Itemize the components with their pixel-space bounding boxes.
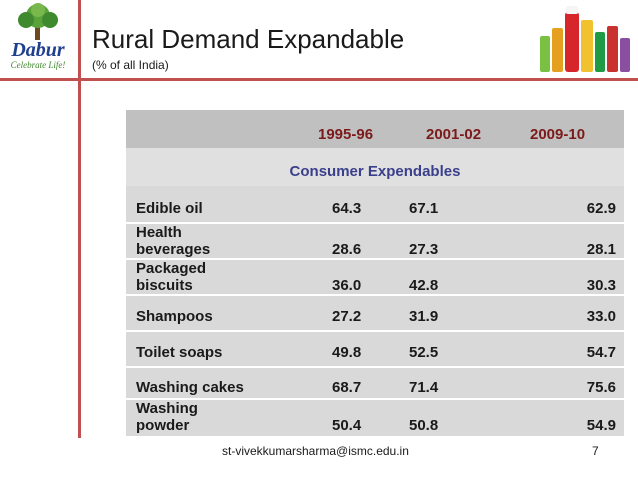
value-cell: 54.9: [586, 417, 616, 434]
value-cell: 31.9: [409, 308, 439, 325]
value-cell: 62.9: [586, 200, 616, 217]
row-label: Health: [136, 224, 182, 241]
row-separator: [126, 258, 624, 260]
value-cell: 71.4: [409, 379, 439, 396]
row-label-continued: powder: [136, 417, 190, 434]
row-separator: [126, 294, 624, 296]
row-separator: [126, 330, 624, 332]
row-label: Shampoos: [136, 308, 213, 325]
value-cell: 75.6: [586, 379, 616, 396]
value-cell: 36.0: [332, 277, 362, 294]
table-category-row: Consumer Expendables: [126, 148, 624, 186]
page-number: 7: [592, 444, 599, 458]
table-header-row: 1995-96 2001-02 2009-10: [126, 110, 624, 148]
row-label: Toilet soaps: [136, 344, 223, 361]
slide-subtitle: (% of all India): [92, 58, 169, 72]
value-cell: 50.8: [409, 417, 439, 434]
product-bottles-image: [540, 6, 630, 72]
value-cell: 50.4: [332, 417, 362, 434]
value-cell: 28.6: [332, 241, 362, 258]
table-row: Washing cakes 68.7 71.4 75.6: [126, 368, 624, 400]
value-cell: 49.8: [332, 344, 362, 361]
row-label: Washing cakes: [136, 379, 244, 396]
row-label: Washing: [136, 400, 198, 417]
value-cell: 64.3: [332, 200, 362, 217]
category-label: Consumer Expendables: [289, 163, 461, 180]
logo-wordmark: Dabur: [10, 39, 65, 61]
value-cell: 27.2: [332, 308, 362, 325]
horizontal-divider: [0, 78, 638, 81]
value-cell: 54.7: [586, 344, 616, 361]
column-header: 2001-02: [426, 126, 482, 143]
value-cell: 52.5: [409, 344, 439, 361]
column-header: 1995-96: [318, 126, 374, 143]
value-cell: 42.8: [409, 277, 439, 294]
value-cell: 67.1: [409, 200, 439, 217]
slide-title: Rural Demand Expandable: [92, 24, 405, 54]
value-cell: 30.3: [586, 277, 616, 294]
row-separator: [126, 222, 624, 224]
row-label-continued: beverages: [136, 241, 211, 258]
row-separator: [126, 366, 624, 368]
table-row: Health beverages 28.6 27.3 28.1: [126, 224, 624, 258]
column-header: 2009-10: [530, 126, 586, 143]
table-row: Edible oil 64.3 67.1 62.9: [126, 188, 624, 222]
table-row: Packaged biscuits 36.0 42.8 30.3: [126, 260, 624, 294]
value-cell: 33.0: [586, 308, 616, 325]
value-cell: 68.7: [332, 379, 362, 396]
table-row: Shampoos 27.2 31.9 33.0: [126, 296, 624, 330]
dabur-logo: Dabur Celebrate Life!: [10, 3, 66, 70]
value-cell: 27.3: [409, 241, 439, 258]
table-row: Washing powder 50.4 50.8 54.9: [126, 400, 624, 436]
table-row: Toilet soaps 49.8 52.5 54.7: [126, 332, 624, 366]
vertical-divider: [78, 0, 81, 438]
rural-demand-table: 1995-96 2001-02 2009-10 Consumer Expenda…: [126, 110, 624, 436]
value-cell: 28.1: [586, 241, 616, 258]
row-separator: [126, 398, 624, 400]
row-label: Packaged: [136, 260, 207, 277]
row-label-continued: biscuits: [136, 277, 193, 294]
footer-email: st-vivekkumarsharma@ismc.edu.in: [222, 444, 409, 458]
logo-tagline: Celebrate Life!: [11, 60, 66, 70]
row-label: Edible oil: [136, 200, 203, 217]
